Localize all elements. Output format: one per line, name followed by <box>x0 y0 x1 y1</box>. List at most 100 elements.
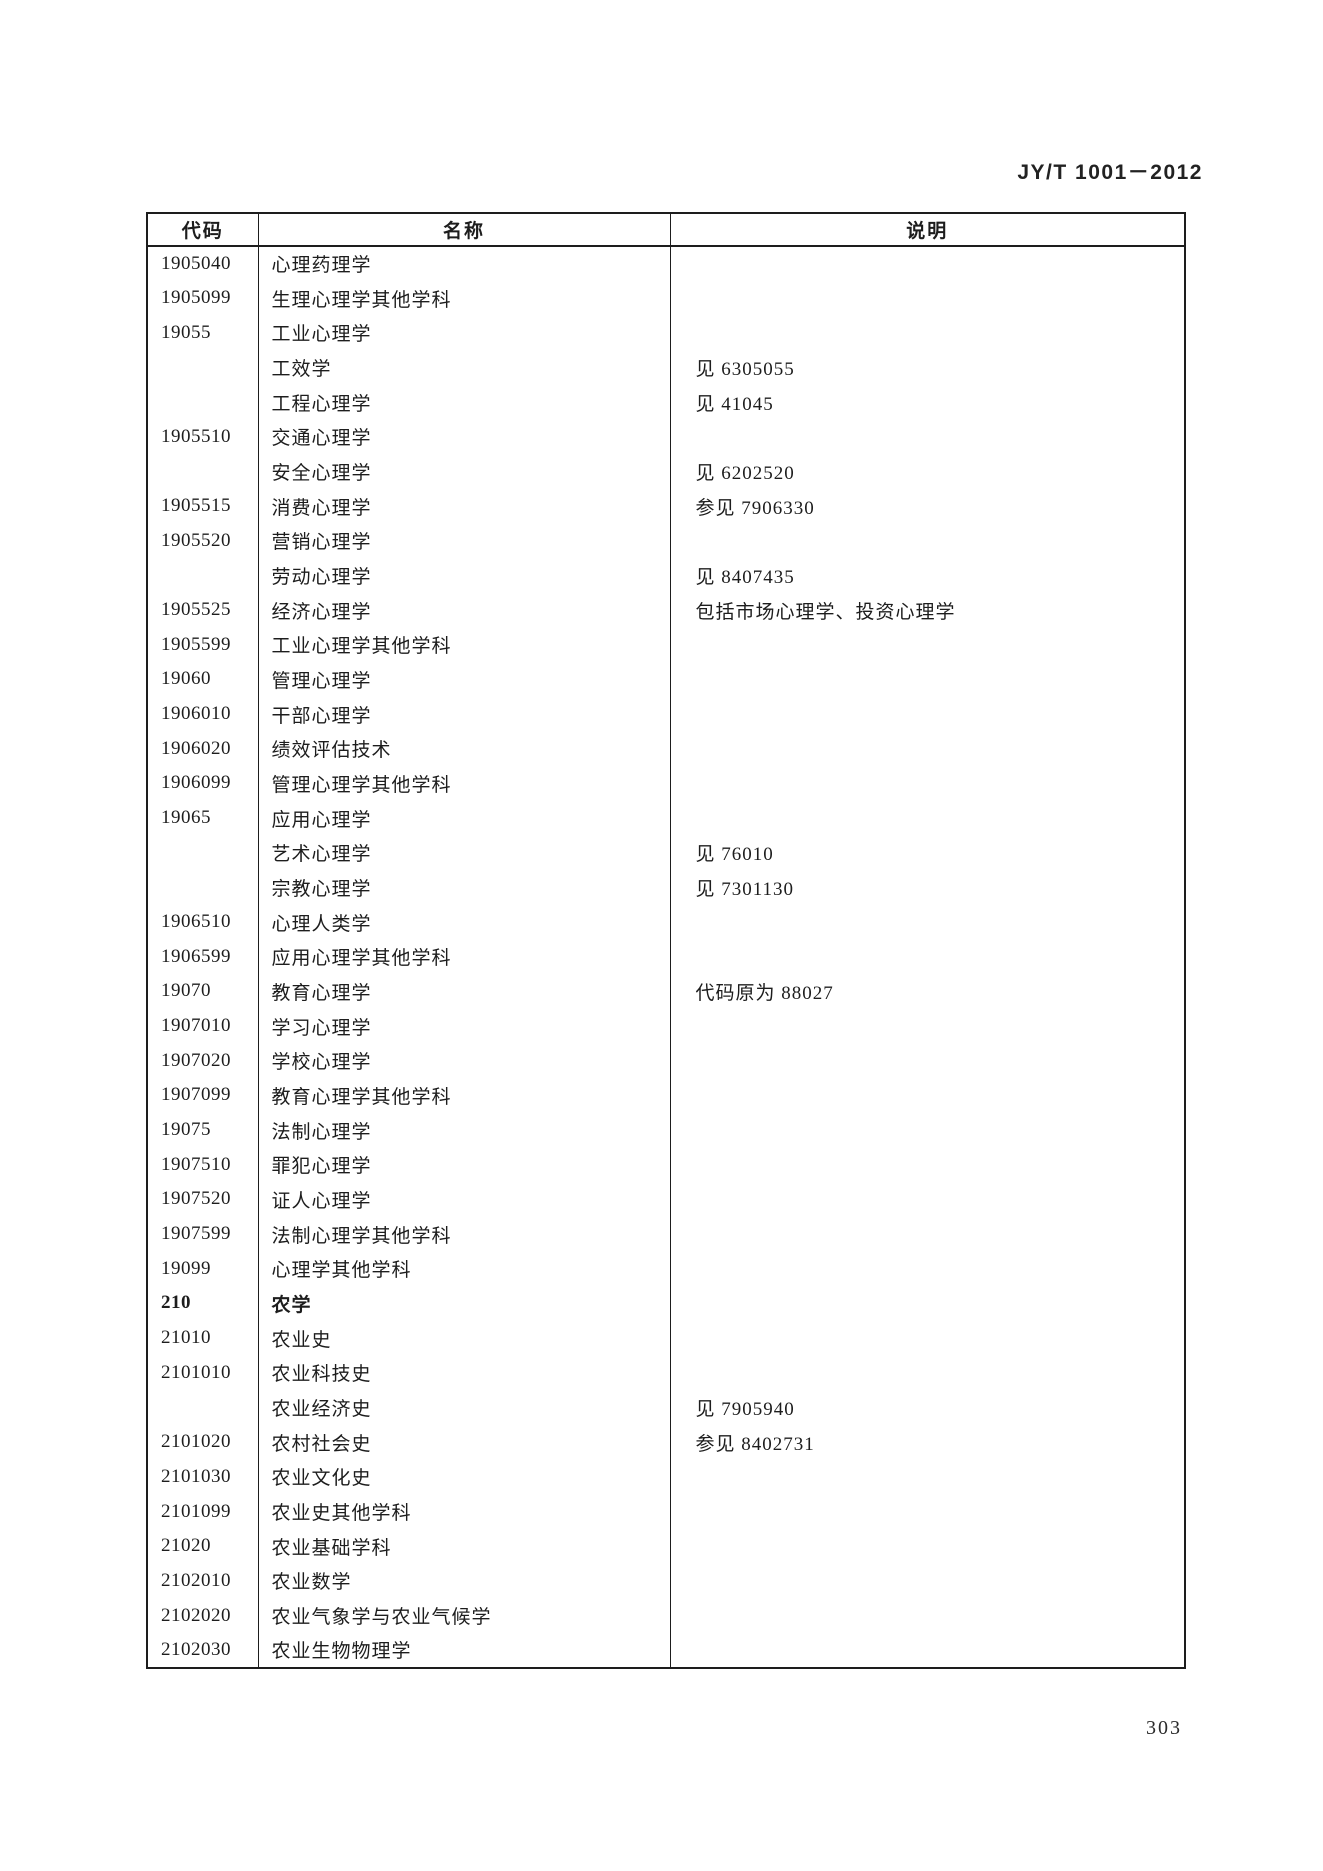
table-row: 农业经济史 见 7905940 <box>147 1390 1185 1425</box>
row-note <box>670 1251 1185 1286</box>
row-name: 艺术心理学 <box>258 835 671 871</box>
row-name: 工程心理学 <box>258 384 671 420</box>
row-note <box>670 419 1185 454</box>
row-note <box>670 1182 1185 1217</box>
row-name: 交通心理学 <box>258 419 671 455</box>
row-code: 2101020 <box>147 1424 259 1460</box>
table-row: 2101010 农业科技史 <box>147 1355 1185 1391</box>
row-note <box>670 662 1185 697</box>
table-row: 宗教心理学 见 7301130 <box>147 870 1185 905</box>
page-number: 303 <box>1146 1717 1182 1739</box>
table-row: 2102010 农业数学 <box>147 1563 1185 1599</box>
row-code <box>147 835 259 871</box>
table-row: 劳动心理学 见 8407435 <box>147 558 1185 593</box>
row-note <box>670 905 1185 940</box>
row-note <box>670 1356 1185 1391</box>
row-code: 19099 <box>147 1251 259 1287</box>
table-row: 工效学 见 6305055 <box>147 350 1185 385</box>
row-note: 参见 7906330 <box>695 497 815 519</box>
row-name: 宗教心理学 <box>258 870 671 905</box>
row-note <box>670 1147 1185 1182</box>
row-code <box>147 558 259 593</box>
table-row: 1905510 交通心理学 <box>147 419 1185 455</box>
row-name: 应用心理学 <box>258 800 671 836</box>
row-code: 210 <box>147 1286 259 1321</box>
table-row: 19099 心理学其他学科 <box>147 1251 1185 1287</box>
row-code: 1907099 <box>147 1078 259 1113</box>
row-code: 1907010 <box>147 1008 259 1044</box>
row-code <box>147 384 259 420</box>
row-code: 19070 <box>147 974 259 1009</box>
row-name: 农业气象学与农业气候学 <box>258 1598 671 1633</box>
row-code <box>147 454 259 489</box>
row-code: 1907599 <box>147 1216 259 1252</box>
table-row: 1905099 生理心理学其他学科 <box>147 280 1185 316</box>
row-code: 2101099 <box>147 1494 259 1529</box>
row-note: 见 7905940 <box>695 1399 795 1420</box>
row-name: 农业史其他学科 <box>258 1494 671 1529</box>
row-code: 1905525 <box>147 592 259 628</box>
row-code: 2102010 <box>147 1563 259 1599</box>
row-code: 2101030 <box>147 1459 259 1495</box>
row-name: 生理心理学其他学科 <box>258 280 671 316</box>
row-code: 19075 <box>147 1112 259 1148</box>
row-note <box>670 1286 1185 1321</box>
row-name: 工业心理学 <box>258 315 671 351</box>
column-header-note: 说明 <box>670 213 1185 247</box>
row-code: 21010 <box>147 1320 259 1356</box>
table-row-section-agronomy: 210 农学 <box>147 1286 1185 1321</box>
row-code: 1907510 <box>147 1147 259 1183</box>
table-row: 21010 农业史 <box>147 1320 1185 1356</box>
row-note <box>670 801 1185 836</box>
table-row: 2101030 农业文化史 <box>147 1459 1185 1495</box>
row-name: 安全心理学 <box>258 454 671 489</box>
table-row: 1907099 教育心理学其他学科 <box>147 1078 1185 1113</box>
row-code: 1905099 <box>147 280 259 316</box>
row-note <box>670 1564 1185 1599</box>
row-name: 管理心理学其他学科 <box>258 766 671 801</box>
row-note <box>670 1460 1185 1495</box>
table-row: 2101020 农村社会史 参见 8402731 <box>147 1424 1185 1460</box>
table-row: 1907510 罪犯心理学 <box>147 1147 1185 1183</box>
row-name: 罪犯心理学 <box>258 1147 671 1183</box>
row-note <box>670 627 1185 662</box>
table-row: 1906099 管理心理学其他学科 <box>147 766 1185 801</box>
row-code: 1905599 <box>147 627 259 663</box>
table-row: 艺术心理学 见 76010 <box>147 835 1185 871</box>
row-name: 教育心理学 <box>258 974 671 1009</box>
row-note <box>670 1217 1185 1252</box>
row-note: 见 6202520 <box>695 462 795 484</box>
table-row: 19060 管理心理学 <box>147 662 1185 697</box>
row-name: 工效学 <box>258 350 671 385</box>
row-code <box>147 350 259 385</box>
row-name: 消费心理学 <box>258 488 671 524</box>
table-row: 1905520 营销心理学 <box>147 523 1185 559</box>
table-row: 1906010 干部心理学 <box>147 696 1185 732</box>
table-row: 19070 教育心理学 代码原为 88027 <box>147 974 1185 1009</box>
row-name: 农业文化史 <box>258 1459 671 1495</box>
row-code: 19065 <box>147 800 259 836</box>
row-name: 农业数学 <box>258 1563 671 1599</box>
table-row: 1907520 证人心理学 <box>147 1182 1185 1217</box>
row-name: 心理学其他学科 <box>258 1251 671 1287</box>
row-code: 1905515 <box>147 488 259 524</box>
row-name: 心理人类学 <box>258 904 671 940</box>
row-name: 学校心理学 <box>258 1043 671 1079</box>
table-row: 1906510 心理人类学 <box>147 904 1185 940</box>
table-row: 1905515 消费心理学 参见 7906330 <box>147 488 1185 524</box>
row-name: 应用心理学其他学科 <box>258 939 671 975</box>
table-row: 19065 应用心理学 <box>147 800 1185 836</box>
row-code: 1907520 <box>147 1182 259 1217</box>
row-note <box>670 1494 1185 1529</box>
row-name: 农业生物物理学 <box>258 1632 671 1668</box>
table-row: 2102030 农业生物物理学 <box>147 1632 1185 1668</box>
row-code: 1906099 <box>147 766 259 801</box>
row-note <box>670 697 1185 732</box>
row-name: 营销心理学 <box>258 523 671 559</box>
row-name: 证人心理学 <box>258 1182 671 1217</box>
table-row: 19075 法制心理学 <box>147 1112 1185 1148</box>
row-name: 劳动心理学 <box>258 558 671 593</box>
table-row: 21020 农业基础学科 <box>147 1528 1185 1564</box>
row-name: 心理药理学 <box>258 246 671 281</box>
